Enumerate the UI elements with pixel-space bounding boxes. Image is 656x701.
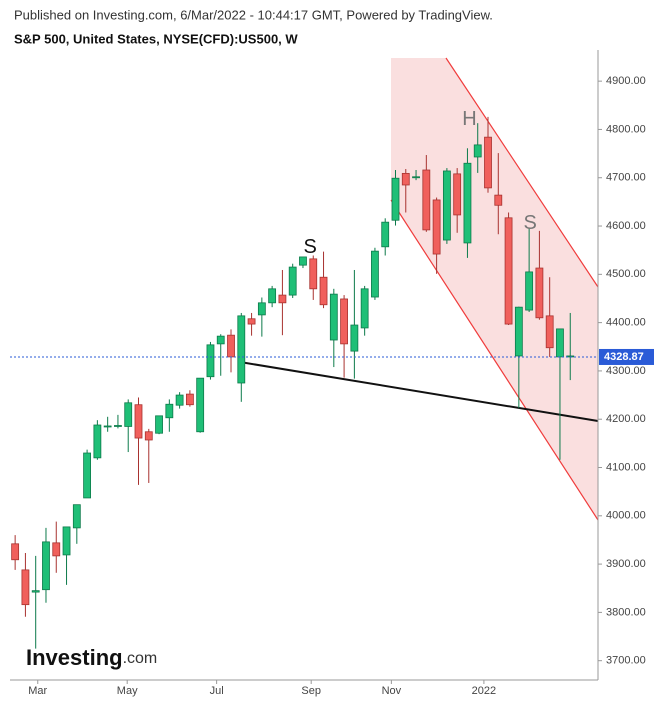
- candle-body: [412, 176, 420, 179]
- candle-body: [494, 194, 503, 206]
- candle-body: [299, 256, 307, 266]
- publisher-note: Published on Investing.com, 6/Mar/2022 -…: [14, 7, 493, 22]
- candle-body: [442, 170, 451, 241]
- x-tick-label: May: [117, 685, 138, 697]
- candle-body: [504, 217, 513, 325]
- neckline: [239, 361, 599, 422]
- candle-body: [52, 542, 61, 557]
- y-tick-label: 4000.00: [606, 510, 646, 522]
- candle-body: [114, 425, 122, 427]
- candle-body: [11, 543, 20, 561]
- x-tick-label: Sep: [301, 685, 321, 697]
- candle-body: [453, 173, 462, 216]
- x-tick-label: Nov: [382, 685, 402, 697]
- candle-body: [401, 172, 410, 186]
- y-tick-label: 4900.00: [606, 75, 646, 87]
- candle-body: [175, 394, 184, 406]
- logo-suffix: .com: [123, 650, 158, 667]
- candle-body: [31, 590, 40, 593]
- candle-body: [473, 144, 482, 158]
- channel-lower: [390, 199, 599, 521]
- candle-body: [381, 221, 390, 248]
- candle-body: [93, 424, 102, 459]
- y-tick-label: 4100.00: [606, 461, 646, 473]
- candle-body: [545, 315, 554, 349]
- x-tick-label: Jul: [210, 685, 224, 697]
- pattern-label: S: [303, 236, 316, 258]
- y-tick-label: 4700.00: [606, 172, 646, 184]
- candle-body: [62, 526, 71, 556]
- y-tick-label: 4200.00: [606, 413, 646, 425]
- logo-main: Investing: [26, 645, 123, 670]
- candle-body: [237, 315, 246, 384]
- candle-body: [42, 541, 50, 591]
- candle-body: [144, 431, 153, 441]
- candle-body: [309, 258, 318, 290]
- candle-body: [165, 403, 174, 419]
- last-price-label: 4328.87: [604, 351, 644, 363]
- candle-body: [83, 452, 91, 499]
- candle-body: [227, 334, 235, 358]
- pattern-label: H: [462, 108, 476, 130]
- candle-body: [196, 377, 205, 433]
- last-price-box: [599, 348, 654, 365]
- x-tick-label: 2022: [472, 685, 496, 697]
- x-tick-label: Mar: [28, 685, 47, 697]
- candle-body: [124, 402, 133, 427]
- candle-body: [155, 415, 163, 434]
- candle-body: [288, 266, 297, 296]
- marks: 3700.00 3800.00 3900.00 4000.00 4100.00 4200.…: [10, 75, 654, 697]
- y-tick-label: 4600.00: [606, 220, 646, 232]
- candle-body: [134, 404, 143, 439]
- candle-body: [206, 344, 215, 378]
- candle-body: [247, 318, 256, 325]
- y-tick-label: 4400.00: [606, 317, 646, 329]
- y-tick-label: 4800.00: [606, 123, 646, 135]
- candle-body: [371, 250, 379, 298]
- y-tick-label: 4500.00: [606, 268, 646, 280]
- candle-body: [103, 425, 112, 428]
- candle-body: [422, 169, 431, 231]
- candle-body: [329, 293, 338, 341]
- candle-body: [340, 298, 348, 345]
- candle-body: [514, 306, 523, 357]
- candle-body: [278, 294, 287, 304]
- candle-body: [21, 569, 30, 606]
- candle-body: [360, 288, 369, 329]
- candle-body: [556, 328, 564, 358]
- candle-body: [257, 302, 266, 316]
- candle-body: [72, 504, 81, 529]
- channel-fill: [391, 58, 598, 520]
- y-tick-label: 3800.00: [606, 606, 646, 618]
- candle-body: [391, 177, 400, 221]
- candle-body: [432, 199, 441, 255]
- candle-body: [268, 288, 277, 304]
- y-tick-label: 3700.00: [606, 655, 646, 667]
- candle-body: [185, 393, 194, 406]
- y-tick-label: 3900.00: [606, 558, 646, 570]
- candle-body: [484, 136, 492, 189]
- candle-body: [350, 324, 359, 352]
- candle-body: [525, 271, 534, 311]
- logo: Investing.com: [26, 645, 157, 670]
- candle-body: [463, 162, 472, 244]
- y-tick-label: 4300.00: [606, 365, 646, 377]
- chart-title: S&P 500, United States, NYSE(CFD):US500,…: [14, 31, 298, 46]
- candle-body: [319, 276, 328, 306]
- candle-body: [216, 335, 225, 345]
- channel-upper: [445, 57, 599, 288]
- candle-body: [535, 267, 544, 319]
- pattern-label: S: [523, 212, 536, 234]
